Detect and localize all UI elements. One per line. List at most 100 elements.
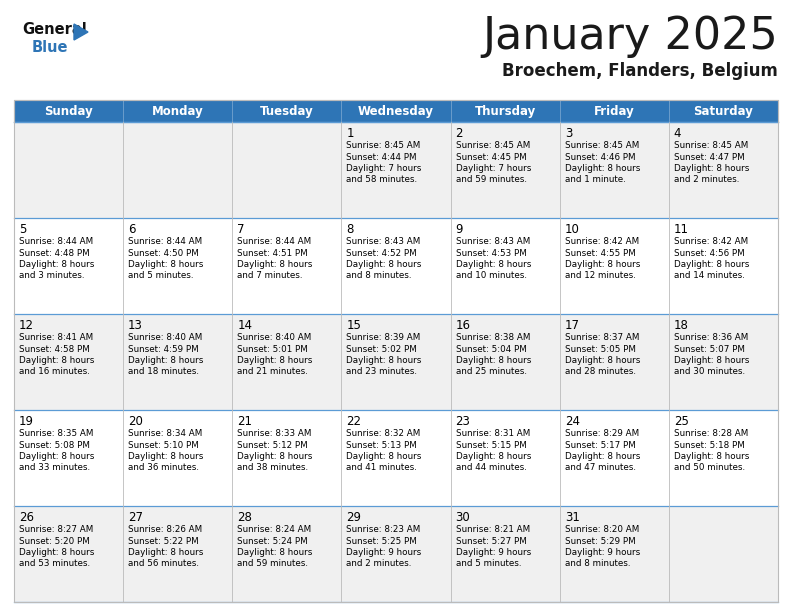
Text: Sunrise: 8:44 AM: Sunrise: 8:44 AM: [238, 237, 311, 246]
Bar: [341, 410, 451, 506]
Text: Daylight: 8 hours: Daylight: 8 hours: [346, 260, 422, 269]
Text: Tuesday: Tuesday: [260, 105, 314, 118]
Text: and 1 minute.: and 1 minute.: [565, 176, 626, 184]
Text: Sunrise: 8:43 AM: Sunrise: 8:43 AM: [346, 237, 421, 246]
Text: Daylight: 8 hours: Daylight: 8 hours: [128, 452, 204, 461]
Bar: [669, 506, 778, 602]
Text: and 18 minutes.: and 18 minutes.: [128, 367, 199, 376]
Text: 12: 12: [19, 319, 34, 332]
Bar: [232, 410, 341, 506]
Text: Daylight: 8 hours: Daylight: 8 hours: [238, 452, 313, 461]
Text: Sunrise: 8:20 AM: Sunrise: 8:20 AM: [565, 525, 639, 534]
Text: Sunrise: 8:39 AM: Sunrise: 8:39 AM: [346, 333, 421, 342]
Bar: [451, 314, 560, 410]
Text: Daylight: 8 hours: Daylight: 8 hours: [128, 260, 204, 269]
Bar: [669, 122, 778, 218]
Text: Daylight: 8 hours: Daylight: 8 hours: [455, 356, 531, 365]
Text: Sunset: 5:20 PM: Sunset: 5:20 PM: [19, 537, 89, 545]
Text: Daylight: 9 hours: Daylight: 9 hours: [565, 548, 640, 557]
Text: Sunrise: 8:40 AM: Sunrise: 8:40 AM: [128, 333, 203, 342]
Bar: [669, 314, 778, 410]
Text: Sunrise: 8:42 AM: Sunrise: 8:42 AM: [565, 237, 639, 246]
Bar: [14, 410, 123, 506]
Bar: [560, 506, 669, 602]
Text: Sunrise: 8:36 AM: Sunrise: 8:36 AM: [674, 333, 748, 342]
Text: Daylight: 8 hours: Daylight: 8 hours: [565, 260, 640, 269]
Text: and 33 minutes.: and 33 minutes.: [19, 463, 90, 472]
Text: and 12 minutes.: and 12 minutes.: [565, 272, 636, 280]
Bar: [14, 314, 123, 410]
Bar: [14, 218, 123, 314]
Bar: [341, 218, 451, 314]
Text: Sunset: 5:08 PM: Sunset: 5:08 PM: [19, 441, 89, 449]
Bar: [560, 314, 669, 410]
Text: 10: 10: [565, 223, 580, 236]
Text: 26: 26: [19, 511, 34, 524]
Text: 31: 31: [565, 511, 580, 524]
Text: Sunrise: 8:33 AM: Sunrise: 8:33 AM: [238, 429, 312, 438]
Text: Sunset: 5:05 PM: Sunset: 5:05 PM: [565, 345, 636, 354]
Text: 28: 28: [238, 511, 252, 524]
Text: Sunrise: 8:37 AM: Sunrise: 8:37 AM: [565, 333, 639, 342]
Text: Sunrise: 8:21 AM: Sunrise: 8:21 AM: [455, 525, 530, 534]
Text: Daylight: 9 hours: Daylight: 9 hours: [455, 548, 531, 557]
Text: Daylight: 8 hours: Daylight: 8 hours: [455, 260, 531, 269]
Bar: [451, 410, 560, 506]
Bar: [14, 100, 778, 122]
Text: Blue: Blue: [32, 40, 68, 55]
Text: 24: 24: [565, 415, 580, 428]
Text: Sunset: 5:27 PM: Sunset: 5:27 PM: [455, 537, 527, 545]
Text: Sunset: 4:56 PM: Sunset: 4:56 PM: [674, 248, 744, 258]
Text: Sunset: 5:22 PM: Sunset: 5:22 PM: [128, 537, 199, 545]
Bar: [232, 100, 341, 122]
Bar: [123, 506, 232, 602]
Text: Sunrise: 8:35 AM: Sunrise: 8:35 AM: [19, 429, 93, 438]
Text: 2: 2: [455, 127, 463, 140]
Text: and 36 minutes.: and 36 minutes.: [128, 463, 199, 472]
Text: Sunset: 4:48 PM: Sunset: 4:48 PM: [19, 248, 89, 258]
Text: and 8 minutes.: and 8 minutes.: [346, 272, 412, 280]
Text: Sunrise: 8:43 AM: Sunrise: 8:43 AM: [455, 237, 530, 246]
Text: Sunset: 4:59 PM: Sunset: 4:59 PM: [128, 345, 199, 354]
Bar: [341, 506, 451, 602]
Bar: [560, 410, 669, 506]
Text: Sunrise: 8:45 AM: Sunrise: 8:45 AM: [346, 141, 421, 150]
Text: and 8 minutes.: and 8 minutes.: [565, 559, 630, 569]
Text: Daylight: 8 hours: Daylight: 8 hours: [565, 452, 640, 461]
Text: and 16 minutes.: and 16 minutes.: [19, 367, 89, 376]
Text: 29: 29: [346, 511, 361, 524]
Text: Daylight: 7 hours: Daylight: 7 hours: [455, 164, 531, 173]
Bar: [451, 100, 560, 122]
Text: Saturday: Saturday: [694, 105, 753, 118]
Text: Sunset: 4:55 PM: Sunset: 4:55 PM: [565, 248, 635, 258]
Text: 20: 20: [128, 415, 143, 428]
Text: Sunset: 5:01 PM: Sunset: 5:01 PM: [238, 345, 308, 354]
Bar: [341, 100, 451, 122]
Text: Sunrise: 8:29 AM: Sunrise: 8:29 AM: [565, 429, 639, 438]
Text: and 38 minutes.: and 38 minutes.: [238, 463, 308, 472]
Text: 22: 22: [346, 415, 361, 428]
Text: Sunrise: 8:41 AM: Sunrise: 8:41 AM: [19, 333, 93, 342]
Text: Daylight: 7 hours: Daylight: 7 hours: [346, 164, 422, 173]
Text: and 10 minutes.: and 10 minutes.: [455, 272, 527, 280]
Text: Daylight: 8 hours: Daylight: 8 hours: [128, 356, 204, 365]
Text: and 14 minutes.: and 14 minutes.: [674, 272, 744, 280]
Text: Sunrise: 8:45 AM: Sunrise: 8:45 AM: [565, 141, 639, 150]
Text: Sunset: 4:50 PM: Sunset: 4:50 PM: [128, 248, 199, 258]
Bar: [341, 122, 451, 218]
Text: Sunset: 4:46 PM: Sunset: 4:46 PM: [565, 152, 635, 162]
Text: Sunrise: 8:24 AM: Sunrise: 8:24 AM: [238, 525, 311, 534]
Text: Daylight: 8 hours: Daylight: 8 hours: [455, 452, 531, 461]
Text: 18: 18: [674, 319, 689, 332]
Text: Daylight: 8 hours: Daylight: 8 hours: [128, 548, 204, 557]
Bar: [669, 218, 778, 314]
Text: Sunset: 5:25 PM: Sunset: 5:25 PM: [346, 537, 417, 545]
Text: 8: 8: [346, 223, 354, 236]
Text: and 28 minutes.: and 28 minutes.: [565, 367, 636, 376]
Text: Sunrise: 8:38 AM: Sunrise: 8:38 AM: [455, 333, 530, 342]
Bar: [232, 122, 341, 218]
Text: Daylight: 9 hours: Daylight: 9 hours: [346, 548, 421, 557]
Bar: [123, 410, 232, 506]
Text: and 23 minutes.: and 23 minutes.: [346, 367, 417, 376]
Text: 25: 25: [674, 415, 689, 428]
